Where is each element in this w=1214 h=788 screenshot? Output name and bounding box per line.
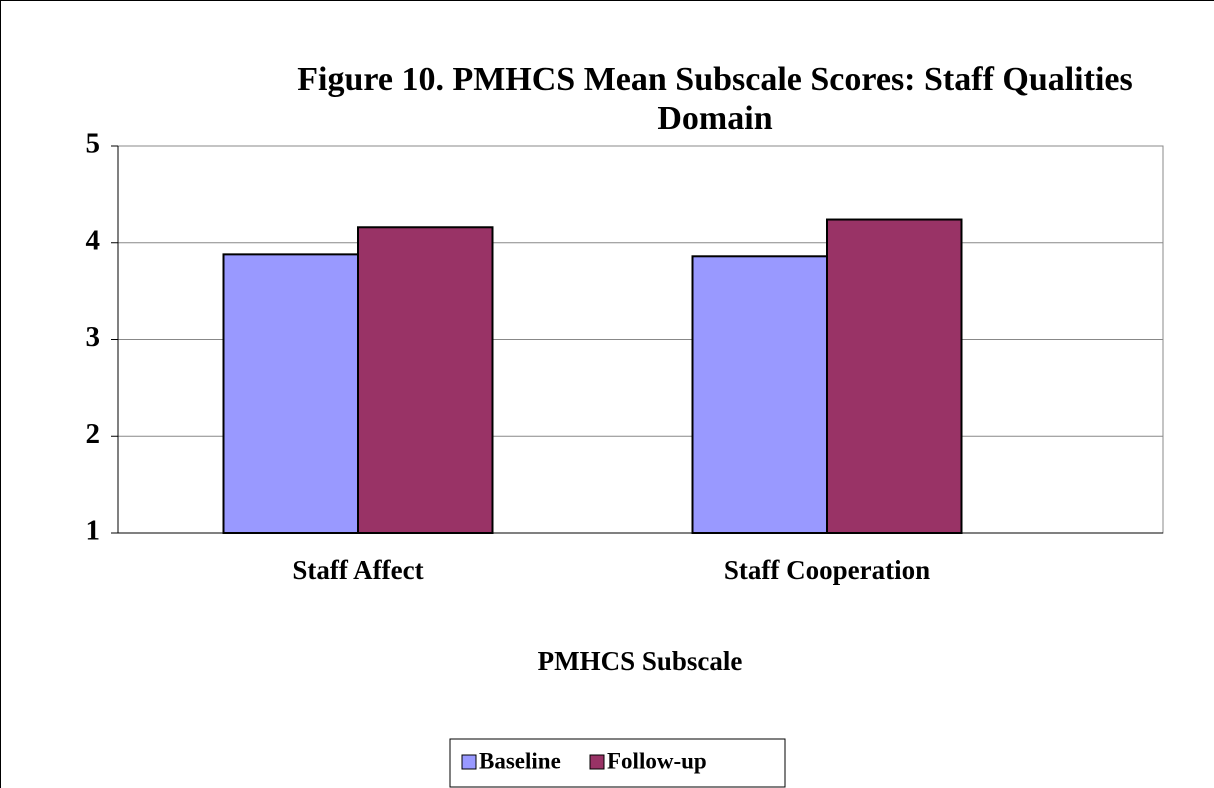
y-tick-label: 3 [86,321,101,353]
bar [691,255,828,534]
y-tick-label: 4 [86,224,101,256]
bar [826,218,963,534]
legend-label: Baseline [479,748,561,773]
chart-title: Figure 10. PMHCS Mean Subscale Scores: S… [297,61,1133,137]
x-tick-label: Staff Cooperation [724,555,930,585]
legend-label: Follow-up [607,748,707,773]
bar [357,226,494,535]
legend-box [449,738,786,788]
y-tick-label: 2 [86,418,101,450]
x-axis-title: PMHCS Subscale [538,646,743,676]
legend-swatch [589,754,605,770]
legend-swatch [461,754,477,770]
bar [222,253,359,535]
y-tick-label: 5 [86,128,101,160]
y-tick-label: 1 [86,515,101,547]
x-tick-label: Staff Affect [292,555,423,585]
